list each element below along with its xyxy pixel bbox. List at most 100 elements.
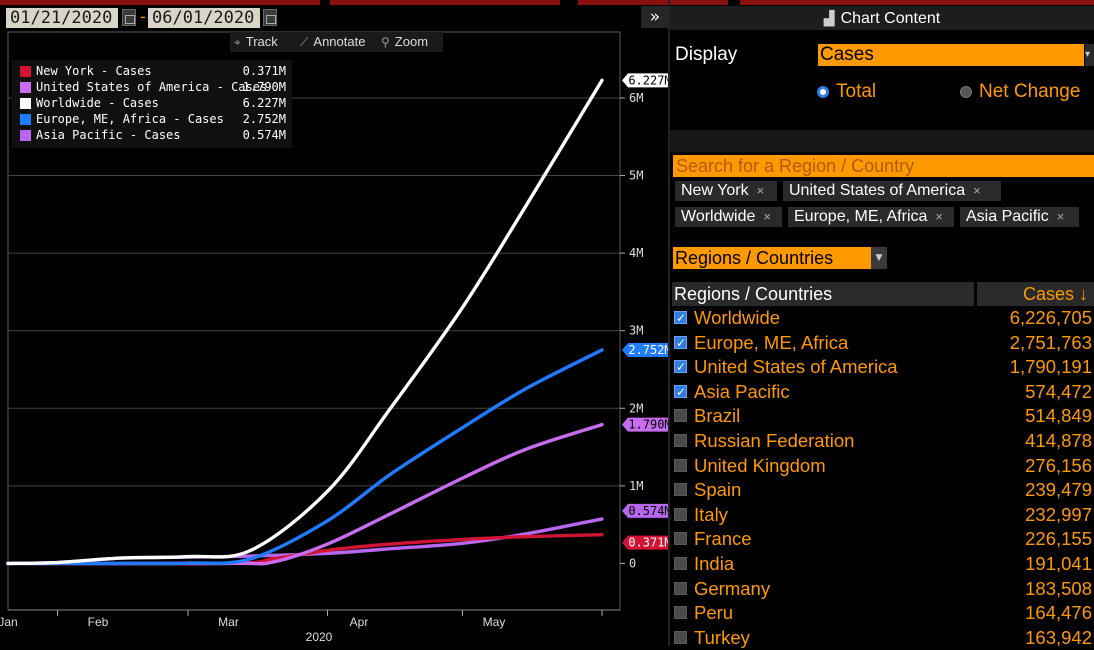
table-row[interactable]: Brazil 514,849 [672,404,1094,428]
row-name: Peru [694,602,734,624]
legend-label: New York - Cases [36,64,152,78]
legend-item[interactable]: Asia Pacific - Cases 0.574M [20,127,292,143]
display-label: Display [675,44,738,65]
legend-value: 0.574M [242,128,286,142]
display-select[interactable]: Cases [818,44,1084,66]
close-icon[interactable]: × [763,209,771,224]
row-value: 183,508 [1025,577,1092,599]
calendar-icon[interactable] [122,9,136,26]
table-row[interactable]: Turkey 163,942 [672,626,1094,650]
crosshair-icon: ⌖ [234,35,241,49]
row-value: 6,226,705 [1009,307,1092,328]
chip-label: Europe, ME, Africa [794,208,928,225]
region-search-input[interactable]: Search for a Region / Country [673,155,1094,177]
close-icon[interactable]: × [935,209,943,224]
top-tab [330,0,560,5]
table-row[interactable]: India 191,041 [672,552,1094,576]
row-value: 239,479 [1025,479,1092,501]
row-checkbox[interactable] [674,331,687,355]
row-checkbox[interactable] [674,532,687,546]
table-row[interactable]: Germany 183,508 [672,577,1094,601]
row-checkbox[interactable] [674,409,687,423]
chevron-down-icon[interactable]: ▾ [1085,44,1094,66]
chevron-down-icon[interactable]: ▼ [871,247,887,269]
legend-item[interactable]: Worldwide - Cases 6.227M [20,95,292,111]
row-checkbox[interactable] [674,507,687,521]
radio-total[interactable]: Total [817,82,876,102]
end-date-input[interactable]: 06/01/2020 [148,8,260,28]
table-row[interactable]: United Kingdom 276,156 [672,454,1094,478]
chip-asia-pacific[interactable]: Asia Pacific × [960,207,1079,227]
value-tag [622,417,668,432]
legend-label: Asia Pacific - Cases [36,128,181,142]
row-checkbox[interactable] [674,380,687,404]
row-checkbox[interactable] [674,581,687,595]
column-header-name[interactable]: Regions / Countries [672,282,974,306]
table-row[interactable]: United States of America 1,790,191 [672,355,1094,379]
row-checkbox[interactable] [674,355,687,379]
legend-item[interactable]: United States of America - Cases 1.790M [20,79,292,95]
regions-select[interactable]: Regions / Countries [673,247,871,269]
row-value: 191,041 [1025,553,1092,574]
top-tab [740,0,1094,5]
value-tag [622,342,668,357]
calendar-icon[interactable] [263,9,277,26]
table-row[interactable]: Peru 164,476 [672,601,1094,625]
table-row[interactable]: Italy 232,997 [672,503,1094,527]
row-checkbox[interactable] [674,434,687,447]
radio-selected-icon [817,86,829,98]
y-tick-label: 6M [629,91,643,105]
row-name: Spain [694,479,742,501]
radio-net-change[interactable]: Net Change [960,82,1080,102]
value-tag-label: 6.227M [628,73,668,87]
x-axis-label: 2020 [306,630,333,644]
table-row[interactable]: Europe, ME, Africa 2,751,763 [672,331,1094,355]
legend-item[interactable]: Europe, ME, Africa - Cases 2.752M [20,111,292,127]
chip-worldwide[interactable]: Worldwide × [675,207,782,227]
chip-europe-me-africa[interactable]: Europe, ME, Africa × [788,207,954,227]
legend-item[interactable]: New York - Cases 0.371M [20,63,292,79]
legend-label: United States of America - Cases [36,80,268,94]
panel-title: Chart Content [840,10,941,27]
series-line [6,517,604,566]
y-tick-label: 0 [629,556,636,570]
x-tick-label: May [483,615,506,629]
row-name: Italy [694,503,728,525]
close-icon[interactable]: × [973,183,981,198]
row-name: Worldwide [694,307,781,328]
x-tick-label: Feb [88,615,109,629]
line-chart: 0 1M 2M 3M 4M 5M 6M Jan Feb Mar Apr May 2020 6.227M 2.… [0,31,668,644]
value-tag [622,73,668,88]
row-value: 1,790,191 [1009,356,1092,378]
track-button[interactable]: ⌖ Track [230,32,298,52]
table-row[interactable]: Worldwide 6,226,705 [672,306,1094,330]
row-checkbox[interactable] [674,557,687,570]
close-icon[interactable]: × [756,183,765,198]
table-row[interactable]: France 226,155 [672,527,1094,551]
row-name: Germany [694,577,771,599]
radio-net-change-label: Net Change [979,81,1081,102]
annotate-button[interactable]: ⟋ Annotate [296,32,378,52]
start-date-input[interactable]: 01/21/2020 [6,8,118,28]
column-header-cases[interactable]: Cases ↓ [977,282,1094,306]
row-checkbox[interactable] [674,306,687,330]
top-tab [578,0,728,5]
zoom-button[interactable]: ⚲ Zoom [377,32,443,52]
close-icon[interactable]: × [1056,209,1065,224]
panel-divider [668,0,670,646]
pencil-icon: ⟋ [300,35,309,49]
table-row[interactable]: Spain 239,479 [672,478,1094,502]
chip-label: Asia Pacific [966,208,1049,225]
chip-united-states[interactable]: United States of America × [783,181,1001,201]
chart-icon: ▟ [823,10,835,26]
value-tag-label: 1.790M [628,418,668,432]
row-checkbox[interactable] [674,606,687,620]
row-checkbox[interactable] [674,483,687,497]
collapse-panel-button[interactable]: » [641,6,669,28]
table-row[interactable]: Asia Pacific 574,472 [672,380,1094,404]
row-checkbox[interactable] [674,630,687,644]
chip-new-york[interactable]: New York × [675,181,777,201]
row-value: 226,155 [1025,528,1092,550]
table-row[interactable]: Russian Federation 414,878 [672,429,1094,453]
row-checkbox[interactable] [674,458,687,472]
